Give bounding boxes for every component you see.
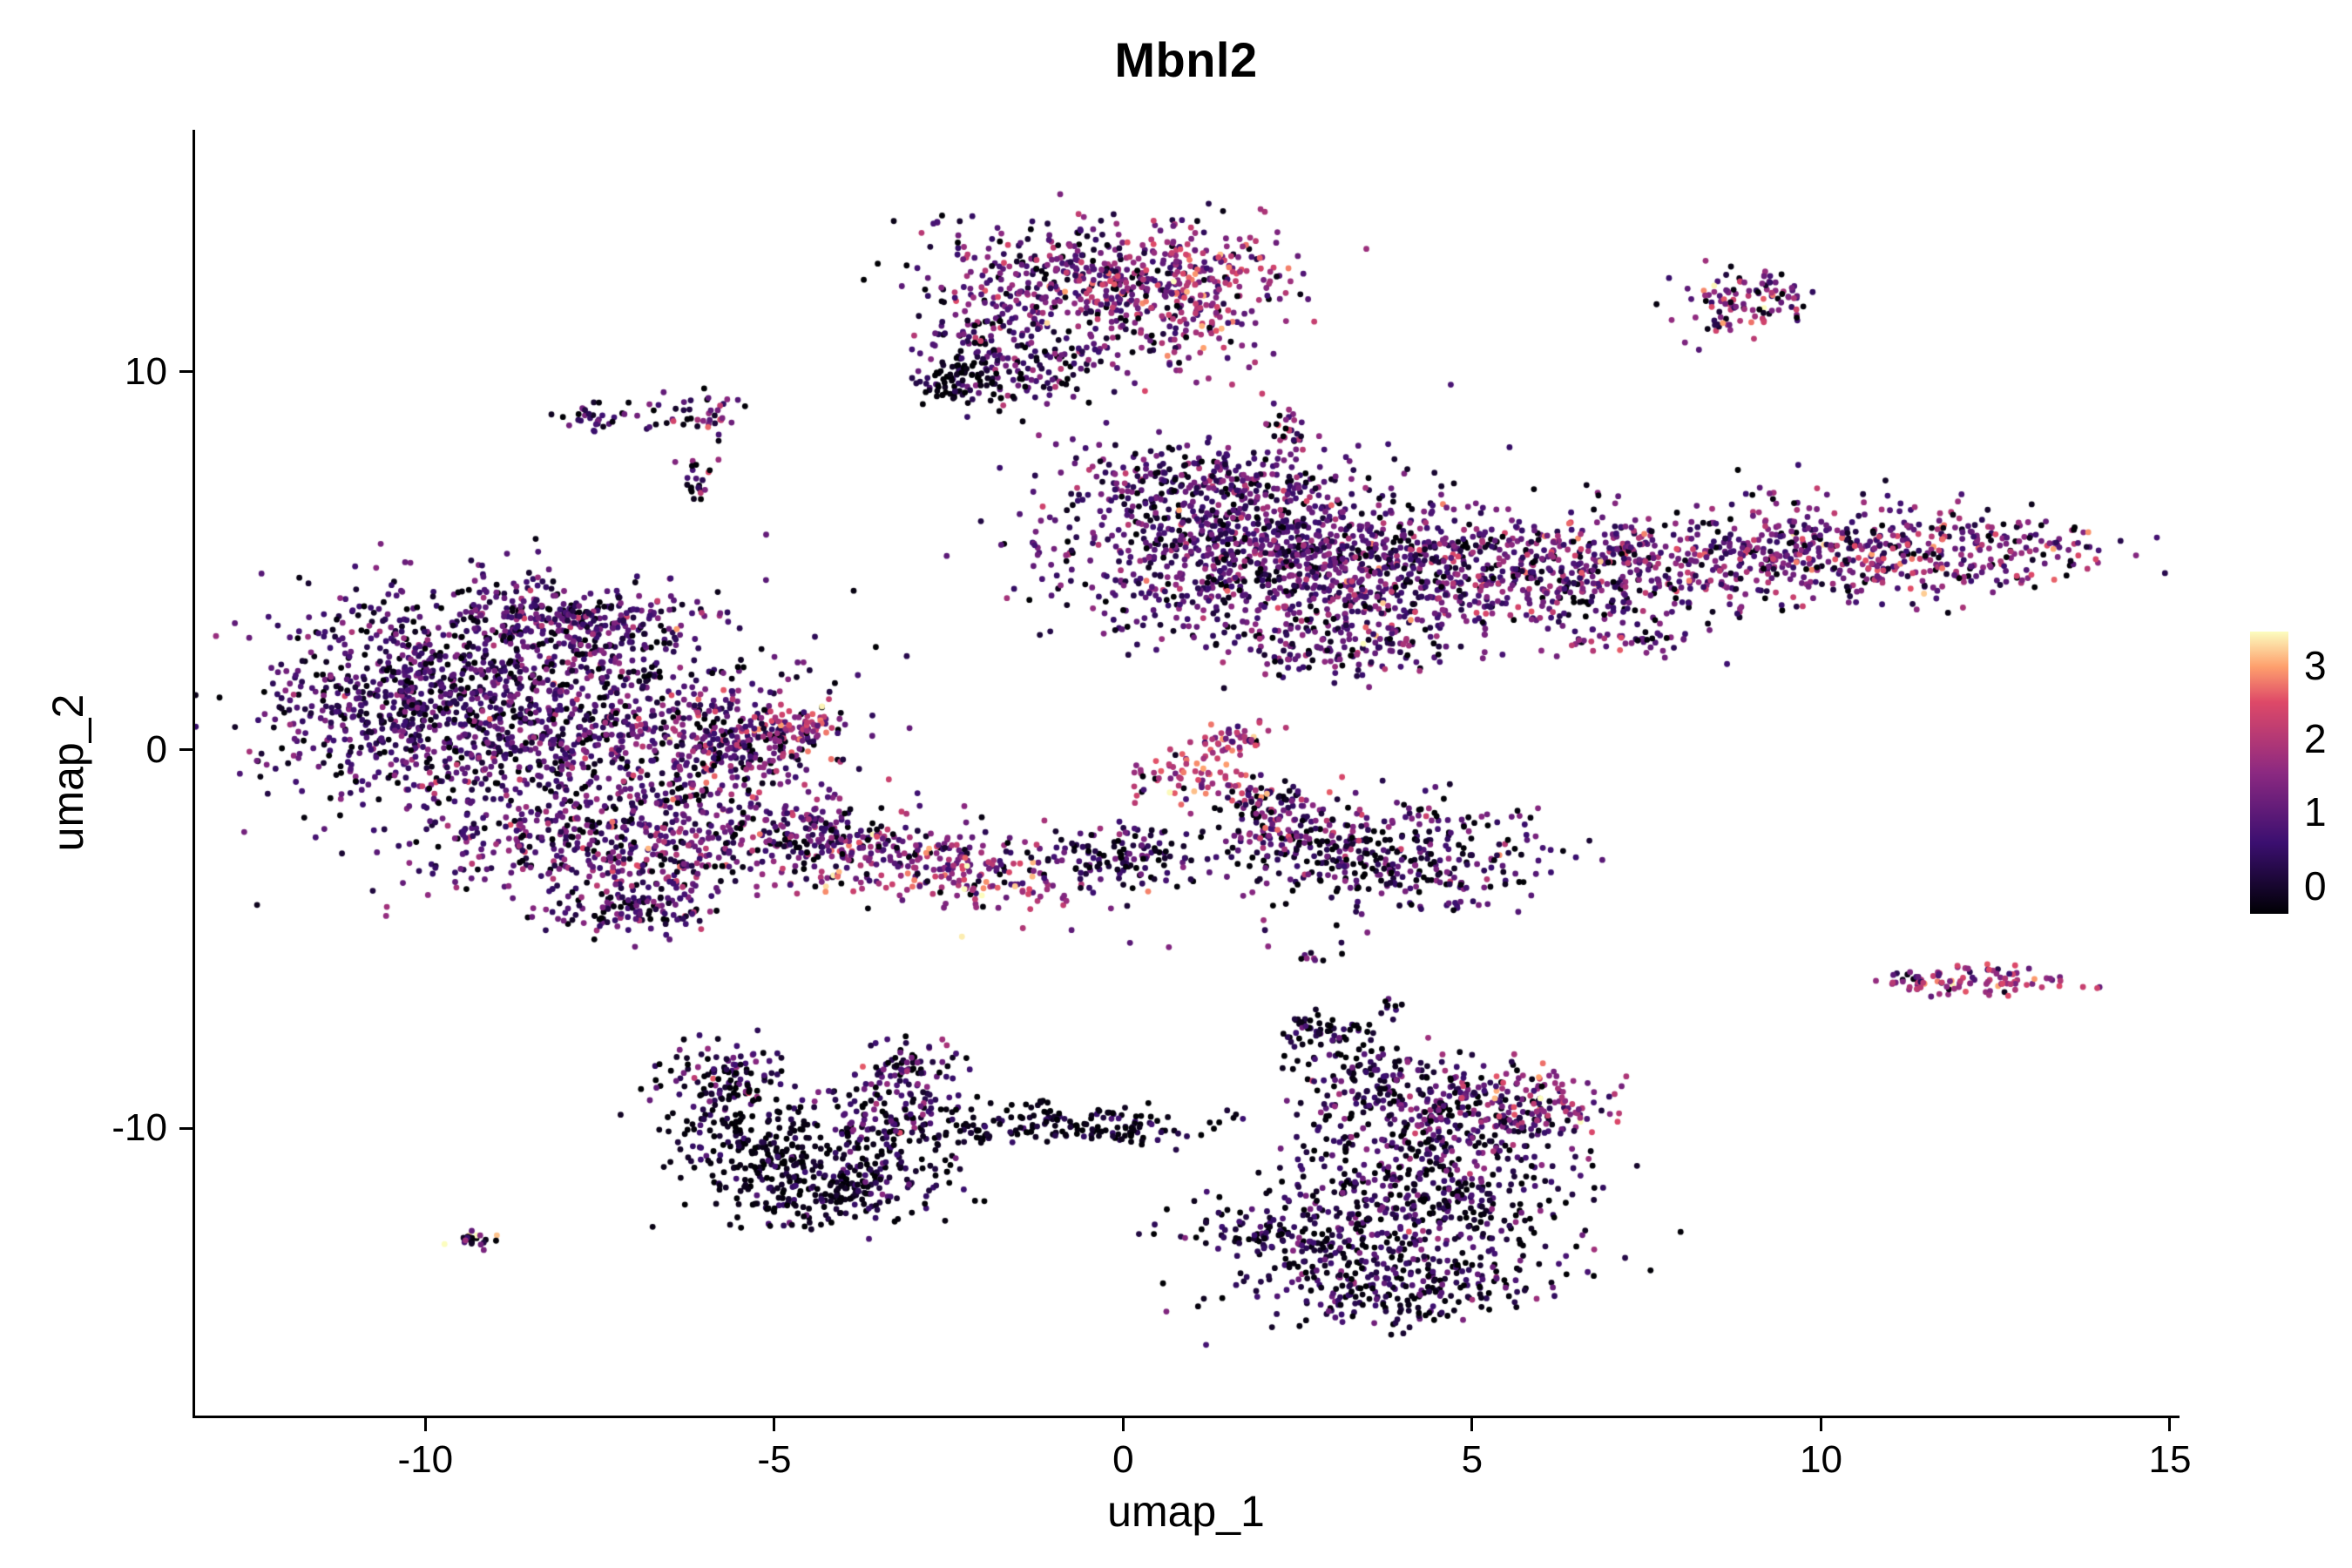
y-tick-mark xyxy=(179,370,193,374)
x-tick-label: 0 xyxy=(1112,1438,1134,1481)
y-tick-mark xyxy=(179,748,193,752)
y-axis-title: umap_2 xyxy=(44,693,92,852)
x-tick-label: -10 xyxy=(397,1438,454,1481)
x-tick-label: 5 xyxy=(1461,1438,1484,1481)
x-tick-mark xyxy=(1470,1418,1474,1431)
colorbar-tick-label: 0 xyxy=(2304,862,2327,909)
y-axis-line xyxy=(193,130,195,1418)
colorbar-gradient xyxy=(2250,632,2288,914)
x-tick-mark xyxy=(1819,1418,1822,1431)
colorbar-tick-label: 1 xyxy=(2304,789,2327,835)
x-tick-mark xyxy=(773,1418,776,1431)
x-tick-label: 15 xyxy=(2148,1438,2192,1481)
scatter-points xyxy=(195,130,2177,1416)
plot-title: Mbnl2 xyxy=(1114,32,1258,87)
x-axis-title: umap_1 xyxy=(1107,1487,1265,1536)
x-tick-label: -5 xyxy=(757,1438,792,1481)
plot-panel xyxy=(195,130,2177,1416)
x-axis-line xyxy=(193,1416,2180,1418)
colorbar-tick-label: 3 xyxy=(2304,642,2327,688)
colorbar-tick-label: 2 xyxy=(2304,716,2327,762)
y-tick-label: 0 xyxy=(145,727,167,771)
y-tick-label: 10 xyxy=(125,349,167,393)
x-tick-mark xyxy=(1121,1418,1125,1431)
y-tick-label: -10 xyxy=(112,1105,167,1149)
color-legend: 3 2 1 0 xyxy=(2230,610,2352,941)
x-tick-mark xyxy=(423,1418,427,1431)
x-tick-mark xyxy=(2168,1418,2172,1431)
y-tick-mark xyxy=(179,1126,193,1130)
x-tick-label: 10 xyxy=(1799,1438,1842,1481)
